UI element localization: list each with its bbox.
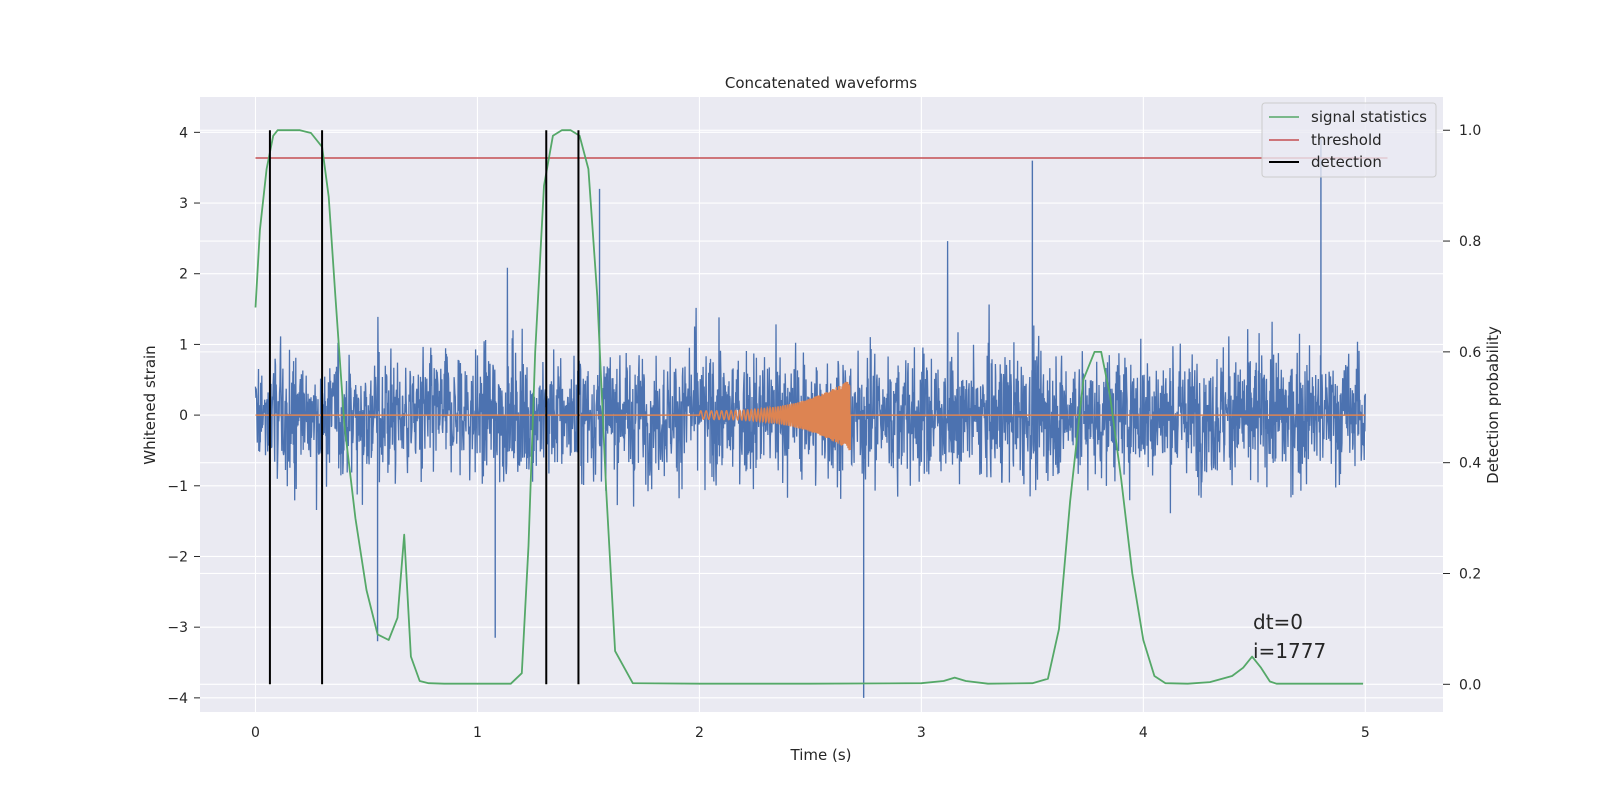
grid — [200, 97, 1443, 712]
annotation-index: i=1777 — [1253, 639, 1326, 663]
x-tick-label: 1 — [473, 725, 482, 741]
chart-title: Concatenated waveforms — [725, 74, 917, 92]
y-axis-label: Whitened strain — [141, 345, 159, 464]
injection-line — [255, 381, 1366, 451]
legend-frame — [1261, 102, 1437, 178]
legend-label-detection: detection — [1311, 153, 1382, 171]
y2-tick-label: 0.8 — [1459, 234, 1481, 250]
y-tick-label: 1 — [179, 337, 188, 353]
legend: signal statistics threshold detection — [1261, 102, 1437, 178]
x-axis-label: Time (s) — [790, 746, 852, 764]
y2-tick-label: 0.0 — [1459, 677, 1481, 693]
x-tick-label: 5 — [1361, 725, 1370, 741]
x-tick-label: 0 — [251, 725, 260, 741]
y-tick-label: −3 — [167, 620, 188, 636]
y-tick-label: −4 — [167, 691, 188, 707]
annotation-dt: dt=0 — [1253, 610, 1303, 634]
y-tick-label: 4 — [179, 125, 188, 141]
y2-tick-label: 0.6 — [1459, 345, 1481, 361]
y2-tick-label: 0.4 — [1459, 456, 1481, 472]
y2-tick-label: 1.0 — [1459, 123, 1481, 139]
y-tick-label: −2 — [167, 549, 188, 565]
x-tick-label: 3 — [917, 725, 926, 741]
x-tick-label: 2 — [695, 725, 704, 741]
signal-statistics-line — [254, 129, 1364, 685]
legend-label-signal-statistics: signal statistics — [1311, 108, 1427, 126]
left-axis: −4 −3 −2 −1 0 1 2 3 4 — [167, 125, 200, 707]
y-tick-label: −1 — [167, 479, 188, 495]
y-tick-label: 2 — [179, 267, 188, 283]
x-axis: 0 1 2 3 4 5 — [251, 725, 1370, 741]
x-tick-label: 4 — [1139, 725, 1148, 741]
y2-axis-label: Detection probability — [1484, 326, 1502, 484]
y-tick-label: 0 — [179, 408, 188, 424]
right-axis: 0.0 0.2 0.4 0.6 0.8 1.0 — [1443, 123, 1481, 693]
legend-label-threshold: threshold — [1311, 131, 1382, 149]
y-tick-label: 3 — [179, 196, 188, 212]
series-layer — [254, 129, 1388, 698]
y2-tick-label: 0.2 — [1459, 566, 1481, 582]
